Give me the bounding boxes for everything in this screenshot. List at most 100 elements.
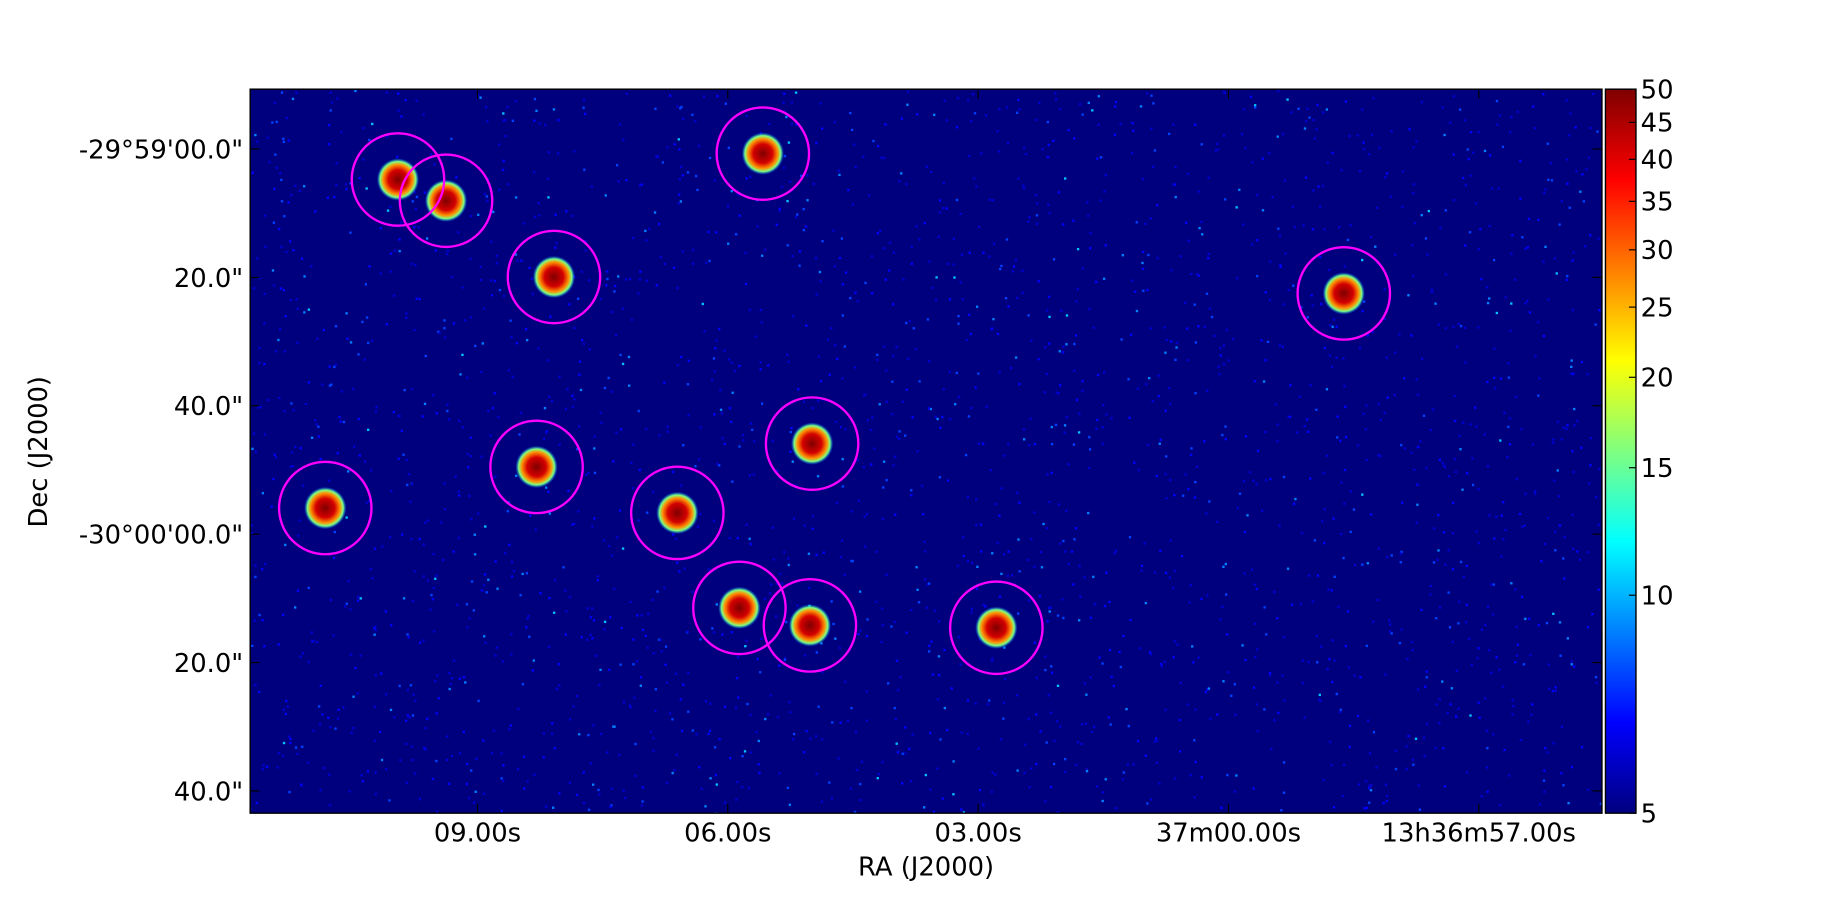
noise bbox=[365, 501, 369, 505]
noise bbox=[916, 450, 919, 453]
noise bbox=[1376, 598, 1379, 602]
noise bbox=[828, 781, 831, 784]
noise bbox=[457, 536, 460, 540]
noise bbox=[1565, 158, 1569, 161]
noise bbox=[791, 315, 795, 318]
noise bbox=[658, 434, 661, 437]
noise bbox=[678, 193, 681, 196]
colorbar-tick-label: 50 bbox=[1641, 76, 1674, 106]
noise bbox=[1366, 334, 1370, 337]
noise bbox=[989, 468, 993, 472]
noise bbox=[920, 484, 924, 488]
noise bbox=[542, 756, 545, 759]
noise bbox=[937, 674, 941, 677]
noise bbox=[413, 328, 416, 332]
noise bbox=[788, 701, 791, 704]
noise bbox=[1444, 273, 1448, 276]
noise bbox=[405, 312, 408, 315]
noise bbox=[1552, 742, 1555, 745]
noise bbox=[943, 99, 947, 102]
noise bbox=[1459, 560, 1463, 564]
noise bbox=[302, 185, 306, 188]
noise bbox=[691, 248, 695, 252]
noise bbox=[289, 240, 292, 243]
noise bbox=[1454, 470, 1458, 474]
noise bbox=[495, 254, 499, 258]
noise bbox=[655, 155, 658, 158]
noise bbox=[542, 732, 546, 735]
noise bbox=[1002, 717, 1005, 720]
noise bbox=[1570, 359, 1573, 362]
noise bbox=[299, 655, 302, 659]
noise bbox=[1200, 233, 1204, 236]
noise bbox=[1363, 807, 1366, 810]
noise bbox=[876, 777, 879, 780]
noise bbox=[884, 123, 887, 126]
noise bbox=[1179, 681, 1183, 685]
noise bbox=[1173, 183, 1177, 186]
noise bbox=[1005, 106, 1009, 109]
noise bbox=[674, 672, 678, 676]
noise bbox=[1264, 291, 1267, 294]
noise bbox=[735, 798, 738, 801]
noise bbox=[998, 514, 1001, 517]
noise bbox=[1319, 699, 1322, 702]
noise bbox=[870, 463, 873, 466]
noise bbox=[273, 101, 277, 105]
noise bbox=[926, 583, 929, 586]
noise bbox=[373, 627, 376, 630]
noise bbox=[396, 155, 399, 158]
noise bbox=[373, 739, 377, 742]
noise bbox=[1085, 768, 1088, 771]
noise bbox=[547, 490, 550, 494]
noise bbox=[418, 537, 421, 541]
noise bbox=[1368, 786, 1371, 790]
noise bbox=[1422, 736, 1426, 740]
noise bbox=[1394, 749, 1397, 753]
noise bbox=[511, 375, 514, 379]
noise bbox=[1187, 487, 1190, 491]
noise bbox=[1200, 776, 1203, 779]
noise bbox=[345, 602, 348, 605]
noise bbox=[1264, 430, 1267, 434]
noise bbox=[340, 390, 344, 393]
noise bbox=[1469, 423, 1472, 426]
noise bbox=[501, 660, 505, 663]
noise bbox=[1153, 149, 1157, 152]
noise bbox=[492, 729, 496, 732]
noise bbox=[572, 705, 575, 708]
noise bbox=[964, 453, 968, 457]
noise bbox=[970, 611, 973, 614]
noise bbox=[1095, 785, 1099, 788]
noise bbox=[263, 433, 267, 436]
noise bbox=[1493, 376, 1496, 379]
noise bbox=[397, 457, 400, 460]
noise bbox=[1063, 424, 1067, 427]
noise bbox=[547, 151, 551, 154]
noise bbox=[1475, 425, 1478, 428]
noise bbox=[1063, 177, 1067, 180]
noise bbox=[948, 370, 952, 373]
noise bbox=[252, 432, 256, 435]
noise bbox=[1401, 170, 1405, 173]
noise bbox=[621, 362, 625, 366]
noise bbox=[1510, 582, 1513, 585]
noise bbox=[1520, 595, 1524, 599]
noise bbox=[1164, 455, 1168, 458]
noise bbox=[1367, 153, 1371, 156]
noise bbox=[1052, 762, 1056, 766]
noise bbox=[520, 259, 523, 262]
noise bbox=[288, 735, 291, 738]
noise bbox=[327, 716, 330, 720]
noise bbox=[1097, 95, 1100, 98]
noise bbox=[1156, 256, 1159, 260]
noise bbox=[776, 469, 779, 473]
noise bbox=[267, 398, 270, 402]
noise bbox=[487, 578, 490, 581]
noise bbox=[851, 203, 854, 206]
noise bbox=[1298, 395, 1301, 398]
noise bbox=[1050, 442, 1054, 446]
noise bbox=[856, 300, 859, 303]
noise bbox=[577, 510, 580, 513]
noise bbox=[856, 459, 860, 462]
